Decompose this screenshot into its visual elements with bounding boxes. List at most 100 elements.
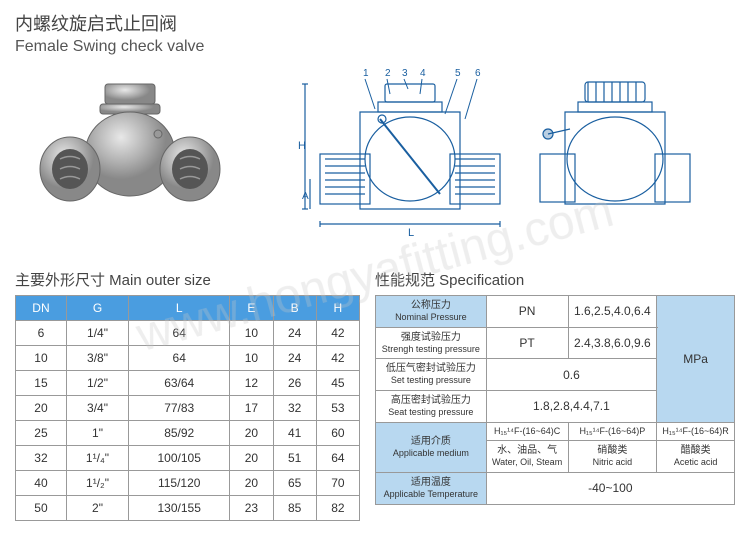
size-cell: 82 xyxy=(316,496,359,521)
size-cell: 41 xyxy=(273,421,316,446)
size-cell: 24 xyxy=(273,321,316,346)
callout-4: 4 xyxy=(420,68,426,79)
spec-set-label: 低压气密封试验压力 Set testing pressure xyxy=(376,359,487,391)
size-th-l: L xyxy=(129,296,230,321)
size-cell: 45 xyxy=(316,371,359,396)
spec-table: 公称压力 Nominal Pressure PN 1.6,2.5,4.0,6.4… xyxy=(375,295,735,505)
valve-photo-svg xyxy=(30,69,230,229)
size-cell: 20 xyxy=(230,471,273,496)
size-cell: 64 xyxy=(129,321,230,346)
size-cell: 60 xyxy=(316,421,359,446)
spec-model-r: H₁₅¹⁴F-(16~64)R xyxy=(657,422,735,441)
spec-temp-label: 适用温度 Applicable Temperature xyxy=(376,473,487,505)
size-row: 502"130/155238582 xyxy=(16,496,360,521)
size-row: 61/4"64102442 xyxy=(16,321,360,346)
dim-a: A xyxy=(302,191,309,202)
top-row: H A L 1 2 3 4 5 6 xyxy=(15,64,735,254)
spec-strength-val: 2.4,3.8,6.0,9.6 xyxy=(568,327,657,359)
size-cell: 10 xyxy=(230,321,273,346)
spec-medium-water: 水、油品、气 Water, Oil, Steam xyxy=(486,441,568,473)
size-title: 主要外形尺寸 Main outer size xyxy=(15,269,360,290)
size-cell: 1¹/₄" xyxy=(66,446,128,471)
size-cell: 42 xyxy=(316,346,359,371)
size-cell: 85 xyxy=(273,496,316,521)
callout-2: 2 xyxy=(385,68,391,79)
size-cell: 64 xyxy=(129,346,230,371)
size-cell: 85/92 xyxy=(129,421,230,446)
size-cell: 65 xyxy=(273,471,316,496)
spec-nominal-pn: PN xyxy=(486,296,568,328)
size-cell: 20 xyxy=(16,396,67,421)
size-cell: 10 xyxy=(230,346,273,371)
size-cell: 23 xyxy=(230,496,273,521)
spec-model-p: H₁₅¹⁴F-(16~64)P xyxy=(568,422,657,441)
size-cell: 2" xyxy=(66,496,128,521)
callout-6: 6 xyxy=(475,68,481,79)
size-cell: 3/8" xyxy=(66,346,128,371)
spec-strength-pt: PT xyxy=(486,327,568,359)
title-english: Female Swing check valve xyxy=(15,38,735,56)
dim-l: L xyxy=(408,227,414,239)
callout-5: 5 xyxy=(455,68,461,79)
spec-temp-val: -40~100 xyxy=(486,473,734,505)
size-cell: 64 xyxy=(316,446,359,471)
size-cell: 1¹/₂" xyxy=(66,471,128,496)
spec-seat-label: 高压密封试验压力 Seat testing pressure xyxy=(376,391,487,423)
size-row: 321¹/₄"100/105205164 xyxy=(16,446,360,471)
size-section: 主要外形尺寸 Main outer size DN G L E B H 61/4… xyxy=(15,269,360,521)
spec-section: 性能规范 Specification 公称压力 Nominal Pressure… xyxy=(375,269,735,521)
size-cell: 25 xyxy=(16,421,67,446)
size-cell: 1/2" xyxy=(66,371,128,396)
size-cell: 100/105 xyxy=(129,446,230,471)
product-photo xyxy=(15,64,245,234)
size-cell: 15 xyxy=(16,371,67,396)
size-row: 203/4"77/83173253 xyxy=(16,396,360,421)
size-cell: 20 xyxy=(230,446,273,471)
spec-unit: MPa xyxy=(657,296,735,423)
spec-nominal-label: 公称压力 Nominal Pressure xyxy=(376,296,487,328)
size-th-h: H xyxy=(316,296,359,321)
valve-diagram-svg: H A L 1 2 3 4 5 6 xyxy=(290,64,710,254)
size-cell: 77/83 xyxy=(129,396,230,421)
size-cell: 50 xyxy=(16,496,67,521)
size-row: 401¹/₂"115/120206570 xyxy=(16,471,360,496)
spec-set-val: 0.6 xyxy=(486,359,656,391)
size-table: DN G L E B H 61/4"64102442103/8"64102442… xyxy=(15,295,360,521)
spec-medium-acetic: 醋酸类 Acetic acid xyxy=(657,441,735,473)
title-chinese: 内螺纹旋启式止回阀 xyxy=(15,10,735,36)
header: 内螺纹旋启式止回阀 Female Swing check valve xyxy=(15,10,735,56)
callout-1: 1 xyxy=(363,68,369,79)
size-th-e: E xyxy=(230,296,273,321)
size-th-g: G xyxy=(66,296,128,321)
size-cell: 53 xyxy=(316,396,359,421)
size-cell: 3/4" xyxy=(66,396,128,421)
size-row: 151/2"63/64122645 xyxy=(16,371,360,396)
size-cell: 63/64 xyxy=(129,371,230,396)
size-cell: 1/4" xyxy=(66,321,128,346)
size-th-dn: DN xyxy=(16,296,67,321)
size-cell: 115/120 xyxy=(129,471,230,496)
size-th-b: B xyxy=(273,296,316,321)
size-cell: 20 xyxy=(230,421,273,446)
size-cell: 130/155 xyxy=(129,496,230,521)
callout-3: 3 xyxy=(402,68,408,79)
size-row: 251"85/92204160 xyxy=(16,421,360,446)
size-cell: 6 xyxy=(16,321,67,346)
spec-nominal-val: 1.6,2.5,4.0,6.4 xyxy=(568,296,657,328)
spec-title: 性能规范 Specification xyxy=(375,269,735,290)
spec-strength-label: 强度试验压力 Strengh testing pressure xyxy=(376,327,487,359)
size-cell: 26 xyxy=(273,371,316,396)
technical-diagram: H A L 1 2 3 4 5 6 xyxy=(265,64,735,254)
size-cell: 32 xyxy=(273,396,316,421)
spec-model-c: H₁₅¹⁴F-(16~64)C xyxy=(486,422,568,441)
tables-row: 主要外形尺寸 Main outer size DN G L E B H 61/4… xyxy=(15,269,735,521)
spec-seat-val: 1.8,2.8,4.4,7.1 xyxy=(486,391,656,423)
size-row: 103/8"64102442 xyxy=(16,346,360,371)
size-cell: 40 xyxy=(16,471,67,496)
size-cell: 24 xyxy=(273,346,316,371)
spec-medium-nitric: 硝酸类 Nitric acid xyxy=(568,441,657,473)
size-cell: 17 xyxy=(230,396,273,421)
size-cell: 70 xyxy=(316,471,359,496)
size-cell: 10 xyxy=(16,346,67,371)
size-cell: 1" xyxy=(66,421,128,446)
